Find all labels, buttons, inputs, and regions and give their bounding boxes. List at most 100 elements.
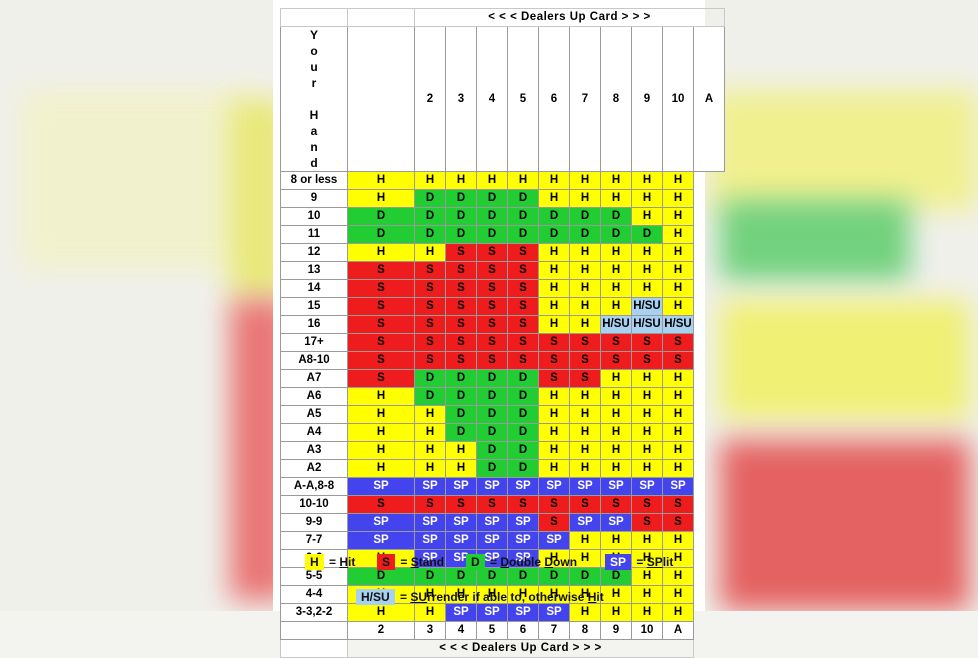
- hand-row: 8 or less H H H H H H H H H H: [280, 171, 725, 190]
- action-cell: SP: [538, 603, 570, 622]
- action-cell: S: [569, 369, 601, 388]
- action-cell: D: [347, 567, 415, 586]
- action-cell: H: [476, 171, 508, 190]
- dealer-card-header: 3: [445, 26, 477, 172]
- action-cell: H: [600, 405, 632, 424]
- action-cell: SP: [414, 513, 446, 532]
- action-cell: H: [538, 315, 570, 334]
- action-cell: S: [414, 351, 446, 370]
- action-cell: H: [538, 441, 570, 460]
- dealer-card-footer: 7: [538, 621, 570, 640]
- action-cell: H: [631, 261, 663, 280]
- action-cell: S: [631, 495, 663, 514]
- hand-row: 11 D D D D D D D D D H: [280, 225, 725, 244]
- action-cell: H: [569, 279, 601, 298]
- action-cell: S: [414, 333, 446, 352]
- action-cell: SP: [347, 477, 415, 496]
- hand-row: 9-9 SP SP SP SP SP S SP SP S S: [280, 513, 725, 532]
- action-cell: H: [445, 441, 477, 460]
- action-cell: D: [347, 207, 415, 226]
- dealer-card-footer: A: [662, 621, 694, 640]
- hand-row: A6 H D D D D H H H H H: [280, 387, 725, 406]
- action-cell: S: [600, 495, 632, 514]
- action-cell: H: [662, 369, 694, 388]
- action-cell: H: [631, 405, 663, 424]
- action-cell: H: [662, 189, 694, 208]
- action-cell: H: [600, 441, 632, 460]
- action-cell: D: [476, 567, 508, 586]
- action-cell: H/SU: [631, 297, 663, 316]
- action-cell: H/SU: [662, 315, 694, 334]
- action-cell: D: [414, 189, 446, 208]
- action-cell: H: [538, 243, 570, 262]
- action-cell: D: [476, 387, 508, 406]
- action-cell: S: [476, 243, 508, 262]
- chart-title-top: < < < Dealers Up Card > > >: [414, 8, 725, 27]
- action-cell: H: [569, 261, 601, 280]
- dealer-card-footer: 9: [600, 621, 632, 640]
- action-cell: D: [538, 207, 570, 226]
- action-cell: H: [662, 243, 694, 262]
- dealer-card-header: 2: [414, 26, 446, 172]
- action-cell: D: [476, 423, 508, 442]
- hand-row: A3 H H H D D H H H H H: [280, 441, 725, 460]
- action-cell: H: [631, 189, 663, 208]
- legend-split: SP = SPlit: [605, 554, 673, 570]
- hand-label: 7-7: [280, 531, 348, 550]
- action-cell: S: [347, 297, 415, 316]
- action-cell: S: [600, 333, 632, 352]
- legend-hit: H = Hit: [305, 554, 355, 570]
- action-cell: H: [347, 405, 415, 424]
- action-cell: D: [476, 459, 508, 478]
- hand-row: A4 H H D D D H H H H H: [280, 423, 725, 442]
- action-cell: S: [347, 495, 415, 514]
- action-cell: H: [569, 585, 601, 604]
- hand-row: 16 S S S S S H H H/SU H/SU H/SU: [280, 315, 725, 334]
- action-cell: H: [662, 405, 694, 424]
- hand-label: A2: [280, 459, 348, 478]
- action-cell: H: [538, 297, 570, 316]
- action-cell: D: [507, 441, 539, 460]
- action-cell: S: [445, 279, 477, 298]
- action-cell: H/SU: [600, 315, 632, 334]
- action-cell: H: [445, 585, 477, 604]
- hand-row: 5-5 D D D D D D D D H H: [280, 567, 725, 586]
- hit-swatch: H: [305, 554, 324, 570]
- action-cell: H: [538, 423, 570, 442]
- action-cell: H: [569, 549, 601, 568]
- hand-label: 9: [280, 189, 348, 208]
- action-cell: H: [538, 405, 570, 424]
- action-cell: S: [538, 369, 570, 388]
- hand-label: 13: [280, 261, 348, 280]
- action-cell: S: [662, 495, 694, 514]
- corner-cell: [280, 639, 348, 658]
- dealer-card-header: 10: [662, 26, 694, 172]
- action-cell: SP: [476, 603, 508, 622]
- dealer-card-header: 7: [569, 26, 601, 172]
- action-cell: H: [538, 459, 570, 478]
- hand-label: A5: [280, 405, 348, 424]
- action-cell: D: [414, 369, 446, 388]
- action-cell: S: [414, 297, 446, 316]
- hand-label: 4-4: [280, 585, 348, 604]
- action-cell: H: [569, 243, 601, 262]
- dealer-card-header: 8: [600, 26, 632, 172]
- action-cell: H: [631, 531, 663, 550]
- action-cell: H: [347, 387, 415, 406]
- action-cell: S: [445, 333, 477, 352]
- action-cell: H: [414, 585, 446, 604]
- action-cell: S: [347, 333, 415, 352]
- action-cell: H: [414, 459, 446, 478]
- action-cell: H: [347, 441, 415, 460]
- action-cell: SP: [600, 477, 632, 496]
- action-cell: H: [662, 297, 694, 316]
- surrender-swatch: H/SU: [356, 589, 395, 605]
- action-cell: S: [507, 495, 539, 514]
- hand-row: A7 S D D D D S S H H H: [280, 369, 725, 388]
- action-cell: H: [538, 171, 570, 190]
- action-cell: D: [507, 567, 539, 586]
- action-cell: S: [476, 279, 508, 298]
- hand-row: 7-7 SP SP SP SP SP SP H H H H: [280, 531, 725, 550]
- action-cell: H: [538, 261, 570, 280]
